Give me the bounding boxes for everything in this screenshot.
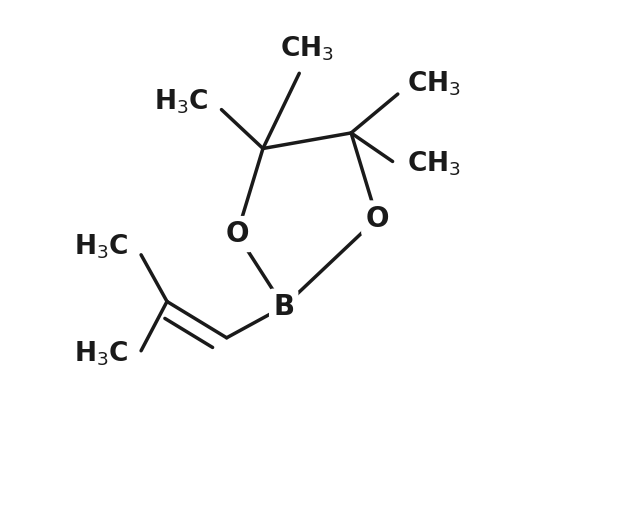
Text: O: O xyxy=(225,220,249,248)
Text: H$_3$C: H$_3$C xyxy=(154,87,209,116)
Text: CH$_3$: CH$_3$ xyxy=(280,34,334,63)
Text: O: O xyxy=(365,204,388,232)
Text: CH$_3$: CH$_3$ xyxy=(407,70,461,98)
Text: H$_3$C: H$_3$C xyxy=(74,339,128,368)
Text: CH$_3$: CH$_3$ xyxy=(407,150,461,178)
Text: B: B xyxy=(273,293,294,321)
Text: H$_3$C: H$_3$C xyxy=(74,233,128,261)
Text: B: B xyxy=(273,293,294,321)
Text: O: O xyxy=(365,204,388,232)
Text: O: O xyxy=(225,220,249,248)
